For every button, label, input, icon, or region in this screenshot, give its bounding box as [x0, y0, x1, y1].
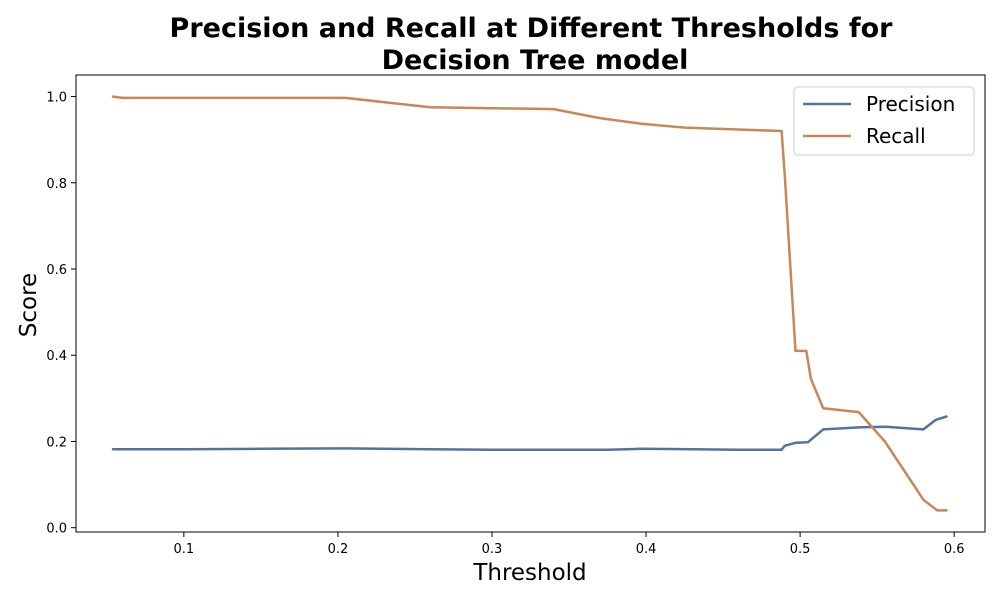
x-axis-label: Threshold — [472, 560, 586, 586]
legend-label-recall: Recall — [866, 124, 926, 148]
y-tick-label: 0.0 — [46, 522, 67, 537]
y-axis-ticks: 0.0 0.2 0.4 0.6 0.8 1.0 — [46, 91, 76, 537]
y-axis-label: Score — [16, 273, 42, 337]
chart-title-line-2: Decision Tree model — [382, 45, 689, 76]
y-tick-label: 0.6 — [46, 263, 67, 278]
legend-label-precision: Precision — [866, 92, 955, 116]
x-axis-ticks: 0.1 0.2 0.3 0.4 0.5 0.6 — [174, 532, 965, 557]
y-tick-label: 1.0 — [46, 91, 67, 106]
x-tick-label: 0.2 — [328, 542, 349, 557]
series-line-recall — [111, 95, 948, 512]
y-tick-label: 0.2 — [46, 435, 67, 450]
x-tick-label: 0.1 — [174, 542, 195, 557]
x-tick-label: 0.3 — [482, 542, 503, 557]
legend: Precision Recall — [793, 86, 975, 156]
series-line-precision — [111, 415, 948, 451]
series-lines — [111, 95, 948, 512]
x-tick-label: 0.6 — [944, 542, 965, 557]
y-tick-label: 0.4 — [46, 349, 67, 364]
y-tick-label: 0.8 — [46, 177, 67, 192]
x-tick-label: 0.4 — [636, 542, 657, 557]
chart-title-line-1: Precision and Recall at Different Thresh… — [170, 13, 894, 44]
x-tick-label: 0.5 — [790, 542, 811, 557]
